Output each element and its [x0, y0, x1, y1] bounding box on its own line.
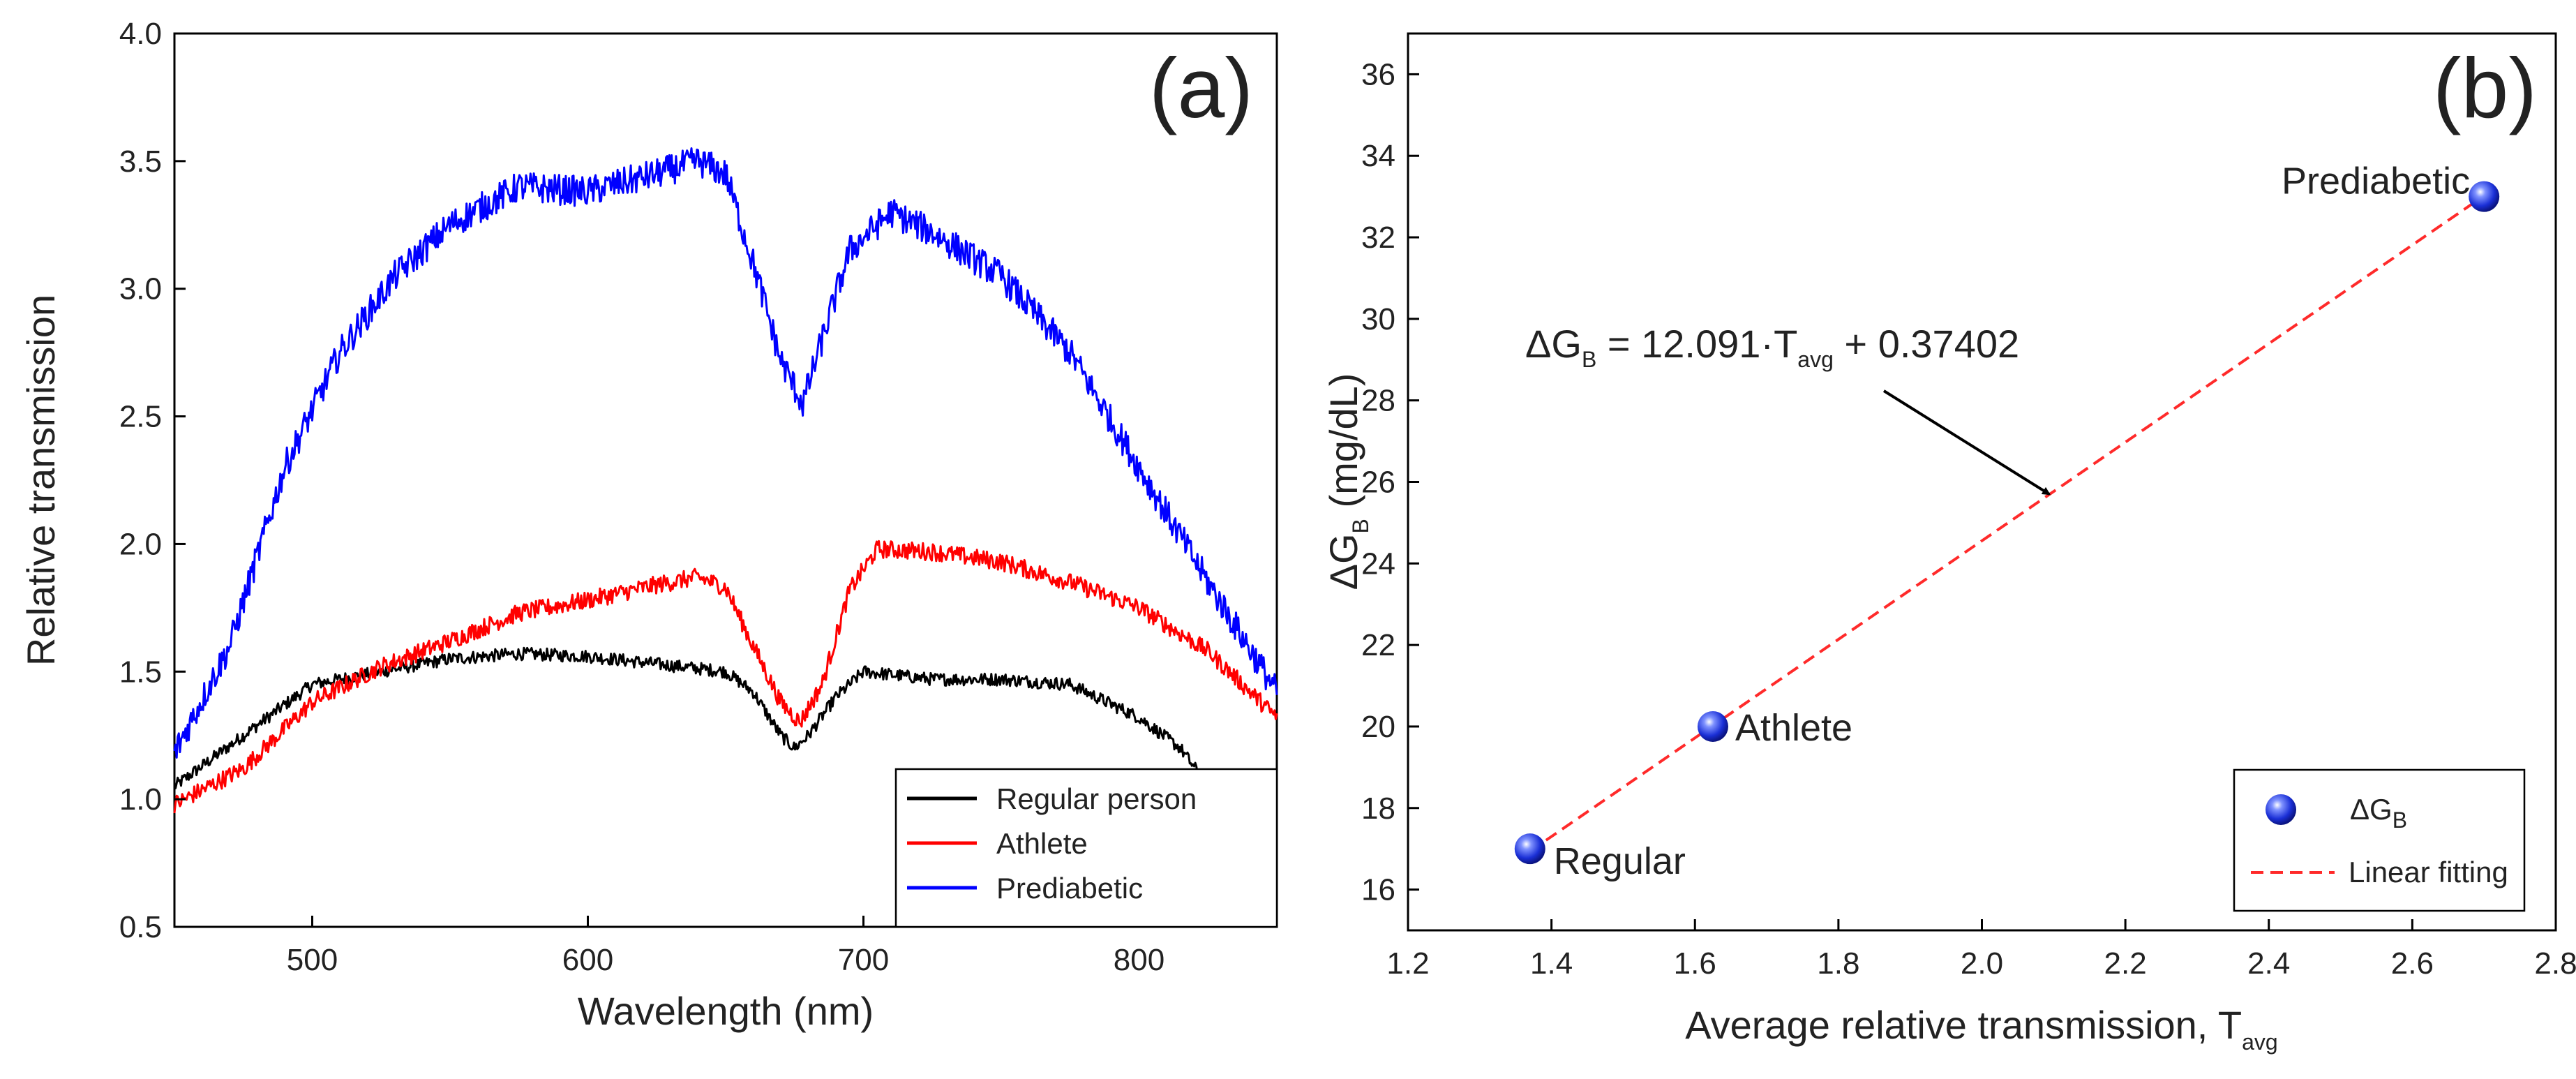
legend-scatter-label-main: ΔG — [2350, 793, 2392, 826]
series-line-regular-person — [173, 646, 1250, 819]
b-y-tick-label: 32 — [1361, 221, 1395, 255]
panel-b-y-axis-title-main: ΔG — [1321, 533, 1365, 590]
panel-a-x-ticks: 500 600 700 800 — [287, 916, 1165, 977]
panel-b-y-axis-title-unit: (mg/dL) — [1321, 373, 1365, 519]
panel-b-point-labels: Regular Athlete Prediabetic — [1554, 161, 2470, 883]
point-label-regular: Regular — [1554, 840, 1686, 882]
panel-a-gridless-frame — [173, 32, 1278, 928]
fit-equation-lhs: ΔG — [1525, 322, 1582, 366]
b-x-tick-label: 2.4 — [2247, 946, 2290, 981]
panel-b-legend: ΔGB Linear fitting — [2233, 768, 2526, 912]
point-label-athlete: Athlete — [1735, 707, 1852, 749]
fit-equation-lhs-sub: B — [1582, 347, 1596, 372]
b-y-tick-label: 24 — [1361, 546, 1395, 581]
a-y-tick-label: 4.0 — [119, 17, 162, 51]
scatter-point-athlete — [1697, 710, 1728, 742]
a-y-tick-label: 3.5 — [119, 144, 162, 179]
b-y-tick-label: 22 — [1361, 628, 1395, 662]
series-line-athlete — [173, 540, 1278, 814]
panel-a-series-group — [173, 147, 1278, 819]
panel-a-legend: Regular person Athlete Prediabetic — [894, 768, 1278, 928]
legend-fit-label: Linear fitting — [2349, 856, 2508, 888]
panel-a-legend-items: Regular person Athlete Prediabetic — [907, 782, 1197, 905]
b-x-tick-label: 2.8 — [2534, 946, 2576, 981]
legend-scatter-marker — [2266, 794, 2296, 825]
a-x-tick-label: 500 — [287, 943, 338, 977]
panel-a-plot-frame — [173, 32, 1278, 928]
panel-b-legend-box — [2233, 768, 2526, 912]
b-x-tick-label: 2.2 — [2104, 946, 2147, 981]
b-y-tick-label: 18 — [1361, 791, 1395, 826]
b-x-tick-label: 2.6 — [2391, 946, 2434, 981]
panel-b-tag: (b) — [2433, 40, 2537, 135]
scatter-point-prediabetic — [2469, 181, 2500, 212]
panel-b-y-axis-title-sub: B — [1348, 519, 1373, 533]
point-label-prediabetic: Prediabetic — [2282, 161, 2470, 202]
panel-a: 500 600 700 800 0.5 1.0 1.5 2.0 2.5 3.0 3.5 4.0 (a… — [19, 17, 1278, 1033]
b-x-tick-label: 1.8 — [1817, 946, 1859, 981]
legend-scatter-label: ΔGB — [2350, 793, 2407, 833]
b-y-tick-label: 16 — [1361, 873, 1395, 907]
panel-a-legend-box — [894, 768, 1278, 928]
b-x-tick-label: 1.2 — [1386, 946, 1429, 981]
series-line-prediabetic — [173, 147, 1278, 759]
a-y-tick-label: 2.0 — [119, 527, 162, 561]
a-y-tick-label: 3.0 — [119, 272, 162, 306]
a-y-tick-label: 0.5 — [119, 910, 162, 944]
fit-equation-rhs: + 0.37402 — [1834, 322, 2019, 366]
panel-a-tag: (a) — [1149, 40, 1253, 135]
a-y-tick-label: 1.5 — [119, 655, 162, 689]
a-legend-label: Athlete — [996, 827, 1088, 860]
panel-b-x-axis-title-main: Average relative transmission, T — [1685, 1003, 2242, 1047]
panel-b: 1.2 1.4 1.6 1.8 2.0 2.2 2.4 2.6 2.8 16 18 20 22 24 26… — [1321, 32, 2576, 1055]
equation-arrow — [1882, 389, 2051, 496]
b-y-tick-label: 34 — [1361, 139, 1395, 173]
a-y-tick-label: 2.5 — [119, 400, 162, 434]
b-y-tick-label: 36 — [1361, 57, 1395, 91]
b-y-tick-label: 30 — [1361, 302, 1395, 336]
fit-equation: ΔGB = 12.091·Tavg + 0.37402 — [1525, 322, 2019, 372]
a-legend-label: Prediabetic — [996, 872, 1143, 905]
panel-b-y-ticks: 16 18 20 22 24 26 28 30 32 34 36 — [1361, 57, 1419, 907]
panel-a-y-axis-title: Relative transmission — [19, 295, 63, 666]
panel-b-points — [1514, 181, 2500, 865]
b-x-tick-label: 1.6 — [1674, 946, 1716, 981]
a-x-tick-label: 700 — [838, 943, 889, 977]
b-y-tick-label: 20 — [1361, 710, 1395, 744]
b-y-tick-label: 26 — [1361, 466, 1395, 500]
scatter-point-regular — [1514, 833, 1545, 865]
legend-scatter-label-sub: B — [2392, 808, 2407, 833]
linear-fit-line — [1529, 194, 2485, 853]
panel-b-x-ticks: 1.2 1.4 1.6 1.8 2.0 2.2 2.4 2.6 2.8 — [1386, 919, 2576, 981]
fit-equation-t-sub: avg — [1797, 347, 1834, 372]
b-x-tick-label: 2.0 — [1961, 946, 2003, 981]
panel-a-y-ticks: 0.5 1.0 1.5 2.0 2.5 3.0 3.5 4.0 — [119, 17, 186, 944]
panel-b-x-axis-title: Average relative transmission, Tavg — [1685, 1003, 2277, 1055]
b-y-tick-label: 28 — [1361, 384, 1395, 418]
a-y-tick-label: 1.0 — [119, 782, 162, 817]
a-x-tick-label: 800 — [1114, 943, 1165, 977]
a-legend-label: Regular person — [996, 782, 1197, 815]
b-x-tick-label: 1.4 — [1530, 946, 1573, 981]
a-x-tick-label: 600 — [562, 943, 613, 977]
panel-b-x-axis-title-sub: avg — [2242, 1029, 2278, 1055]
panel-b-y-axis-title: ΔGB (mg/dL) — [1321, 373, 1373, 590]
fit-equation-mid: = 12.091·T — [1596, 322, 1797, 366]
panel-a-x-axis-title: Wavelength (nm) — [578, 989, 874, 1033]
